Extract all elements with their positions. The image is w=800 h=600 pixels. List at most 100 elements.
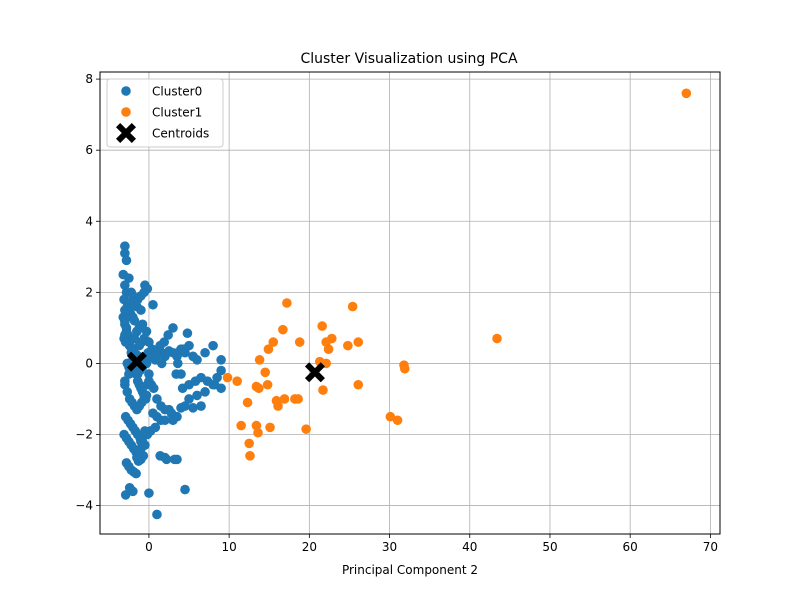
x-tick-label: 70 [703, 540, 718, 554]
x-tick-label: 0 [145, 540, 153, 554]
y-tick-label: 2 [85, 285, 93, 299]
cluster1-point [262, 379, 273, 390]
cluster0-point [152, 509, 162, 520]
cluster1-point [236, 420, 246, 431]
cluster1-point [681, 88, 692, 99]
cluster0-point [132, 452, 142, 463]
cluster0-point [124, 369, 134, 379]
cluster1-point [242, 397, 253, 408]
cluster1-point [392, 415, 403, 426]
cluster0-point [132, 326, 142, 337]
cluster1-point [301, 424, 311, 434]
legend-cluster0-marker [121, 86, 131, 96]
cluster1-point [222, 372, 233, 383]
cluster0-point [141, 326, 152, 337]
axis-ticks: 0 10 20 30 40 50 60 70 −4 −2 0 2 4 6 8 [75, 72, 718, 554]
cluster0-point [136, 436, 146, 447]
centroid-marker [304, 362, 325, 383]
cluster0-point [192, 390, 202, 401]
legend: Cluster0 Cluster1 Centroids [106, 78, 224, 148]
legend-box [106, 78, 224, 148]
cluster0-point [180, 401, 190, 411]
cluster0-point [124, 273, 134, 283]
cluster1-point [279, 394, 290, 404]
cluster0-point [120, 241, 130, 251]
cluster1-point [323, 344, 334, 355]
cluster0-point [200, 387, 210, 397]
cluster0-point [148, 299, 158, 310]
cluster1-point [260, 367, 271, 378]
cluster0-point [182, 328, 193, 339]
legend-cluster0-label: Cluster0 [152, 85, 202, 99]
cluster0-point [160, 452, 170, 463]
cluster0-point [196, 401, 206, 411]
cluster1-point [253, 427, 263, 438]
cluster0-point [156, 358, 167, 369]
cluster1-point [244, 438, 254, 449]
cluster1-point [265, 422, 275, 433]
plot-frame [99, 71, 721, 535]
cluster0-point [126, 301, 137, 312]
cluster0-point [131, 468, 141, 479]
cluster1-point [268, 337, 279, 347]
x-axis-label: Principal Component 2 [342, 563, 478, 577]
cluster1-point [294, 337, 305, 347]
y-tick-label: 8 [85, 72, 93, 86]
cluster0-point [129, 315, 140, 326]
cluster1-point [399, 363, 410, 374]
cluster0-point [166, 408, 177, 418]
cluster1-point [282, 298, 292, 308]
cluster0-point [216, 383, 226, 394]
x-tick-label: 10 [221, 540, 236, 554]
cluster0-point [202, 376, 213, 386]
cluster0-point [137, 319, 148, 330]
cluster0-point [121, 255, 132, 266]
y-tick-label: 6 [85, 143, 93, 157]
chart-title: Cluster Visualization using PCA [300, 51, 518, 67]
cluster0-point [160, 415, 170, 426]
cluster0-point [176, 369, 186, 379]
cluster0-point [208, 340, 218, 351]
cluster0-point [159, 337, 169, 347]
x-tick-label: 50 [542, 540, 557, 554]
legend-centroid-marker [116, 123, 136, 143]
legend-cluster1-marker [121, 107, 131, 117]
cluster1-point [245, 451, 255, 461]
cluster0-point [127, 344, 137, 355]
cluster0-point [120, 376, 130, 386]
cluster1-point [254, 355, 265, 365]
cluster1-point [347, 301, 358, 312]
cluster0-point [192, 355, 202, 365]
data-points [118, 88, 692, 520]
cluster0-point [128, 486, 138, 497]
cluster1-point [353, 379, 364, 390]
x-tick-label: 30 [382, 540, 397, 554]
cluster0-point [120, 490, 131, 500]
cluster1-point [353, 337, 364, 347]
x-tick-label: 60 [623, 540, 638, 554]
cluster0-point [163, 330, 173, 340]
cluster0-point [188, 403, 198, 413]
cluster1-point [318, 385, 328, 395]
cluster1-point [492, 333, 502, 344]
legend-cluster1-label: Cluster1 [152, 106, 202, 120]
legend-centroids-label: Centroids [152, 127, 209, 141]
cluster0-point [168, 323, 178, 333]
cluster0-point [151, 347, 161, 358]
cluster1-point [254, 383, 264, 394]
cluster0-point [216, 355, 226, 365]
cluster0-point [140, 426, 150, 436]
cluster0-point [141, 390, 152, 401]
cluster0-point [148, 383, 159, 394]
y-tick-label: 4 [85, 214, 93, 228]
x-tick-label: 40 [462, 540, 477, 554]
cluster0-point [180, 484, 190, 495]
cluster0-point [150, 422, 161, 433]
centroid-marker [126, 351, 147, 372]
grid-lines [100, 72, 720, 534]
cluster1-point [317, 321, 327, 331]
y-tick-label: −4 [75, 499, 93, 513]
y-tick-label: 0 [85, 356, 93, 370]
cluster0-point [142, 283, 153, 294]
